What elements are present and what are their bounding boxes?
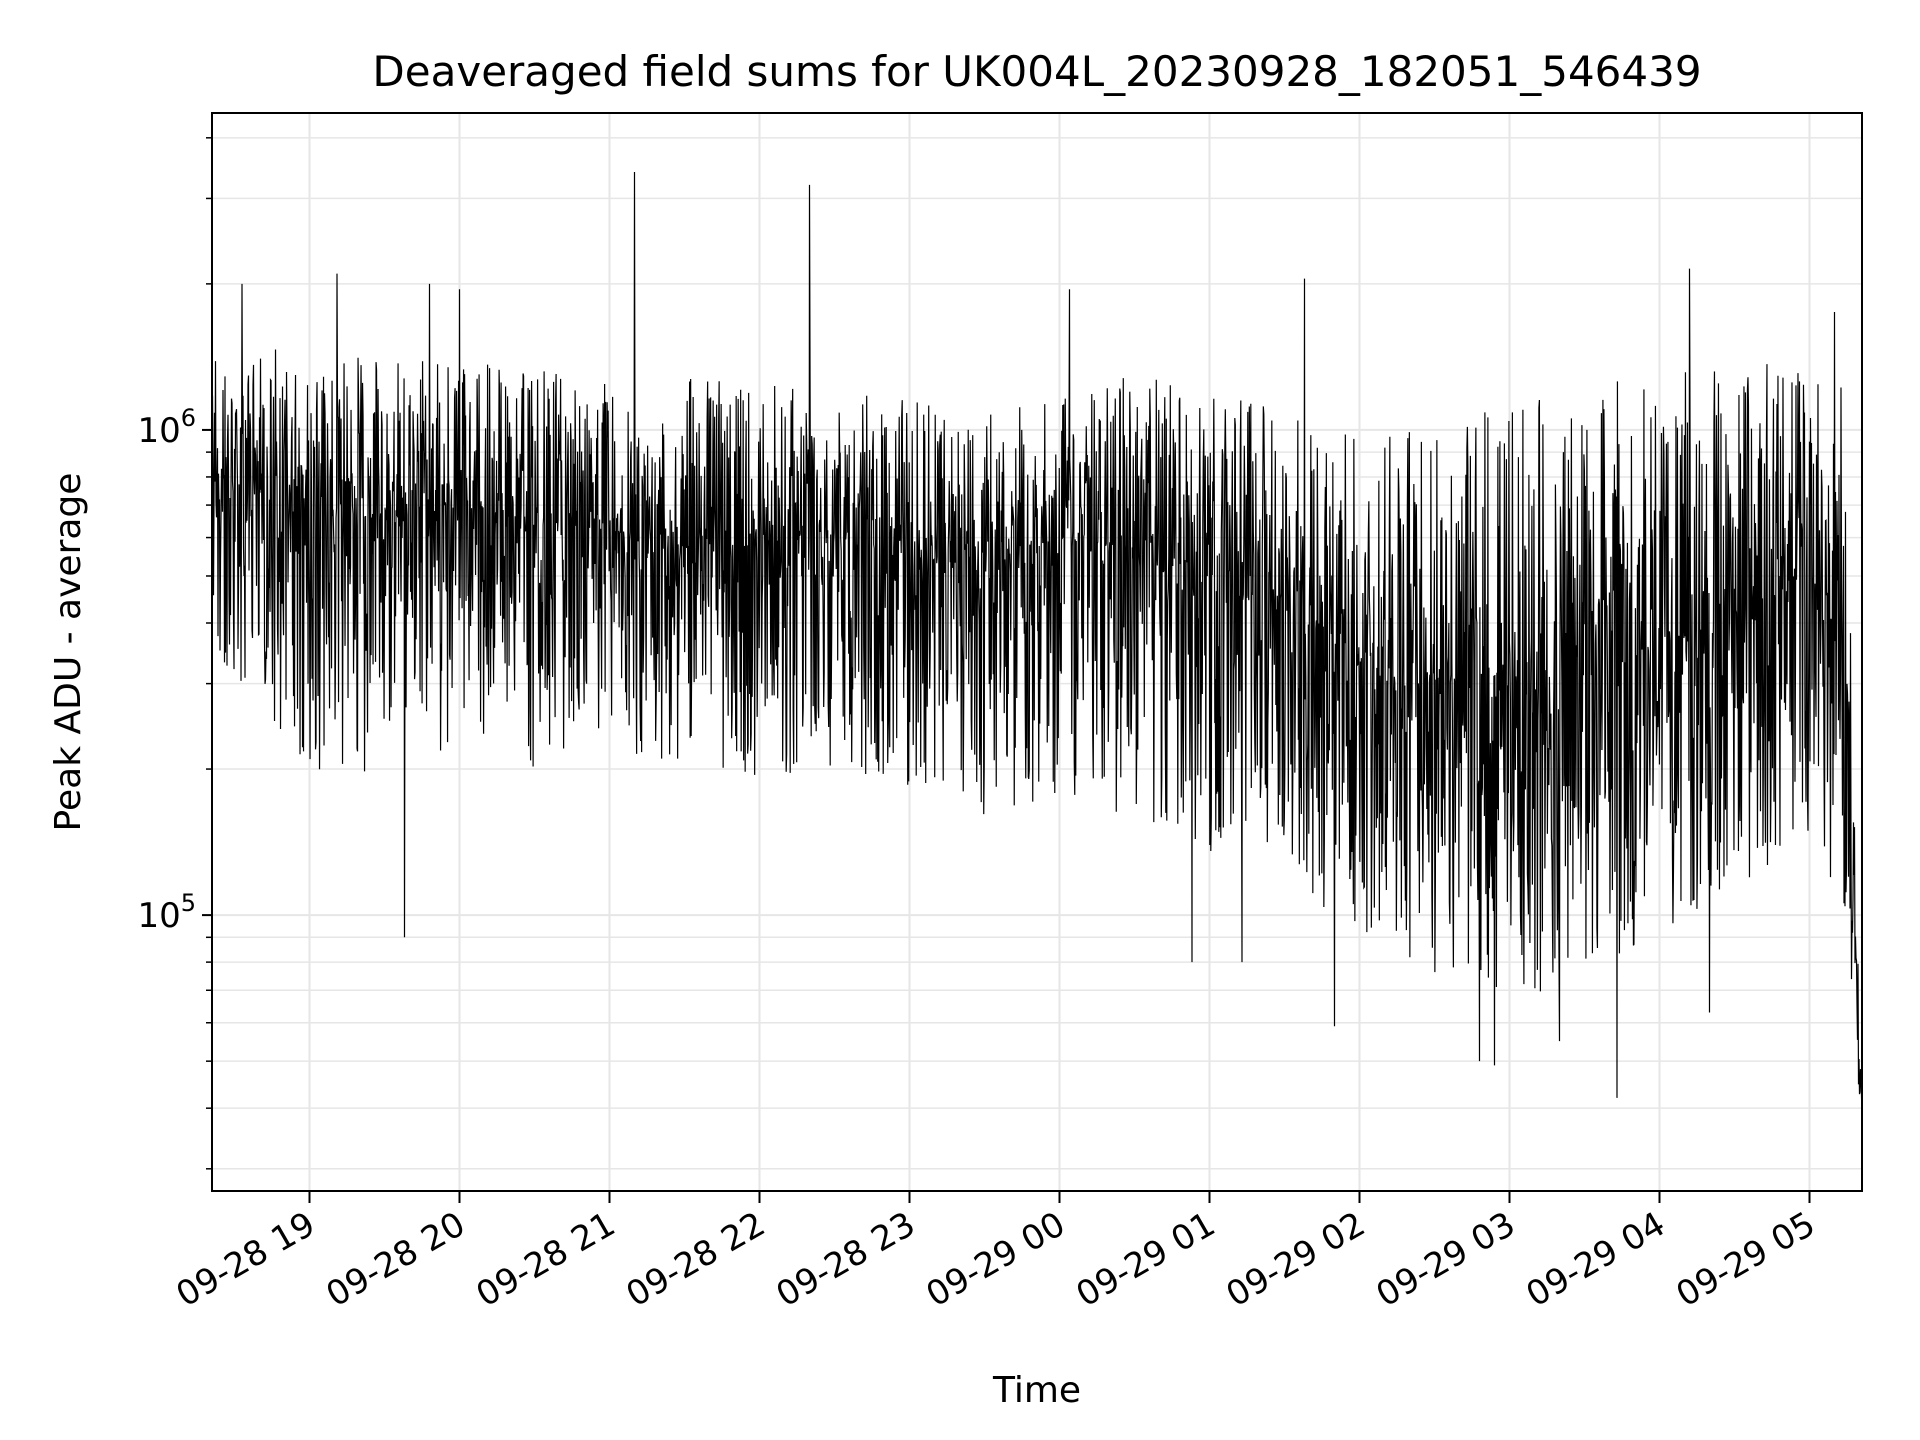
plot-frame: [211, 112, 1863, 1192]
y-axis-label: Peak ADU - average: [48, 473, 89, 832]
chart-title: Deaveraged field sums for UK004L_2023092…: [372, 47, 1701, 96]
y-tick-label: 105: [137, 889, 196, 936]
y-tick-exponent: 5: [181, 889, 196, 917]
y-tick-label: 106: [137, 404, 196, 451]
y-tick-base: 10: [137, 896, 180, 936]
x-axis-label: Time: [992, 1370, 1081, 1411]
series-path: [212, 172, 1862, 1121]
y-tick-exponent: 6: [181, 404, 196, 432]
y-tick-base: 10: [137, 411, 180, 451]
series-line: [212, 172, 1862, 1121]
